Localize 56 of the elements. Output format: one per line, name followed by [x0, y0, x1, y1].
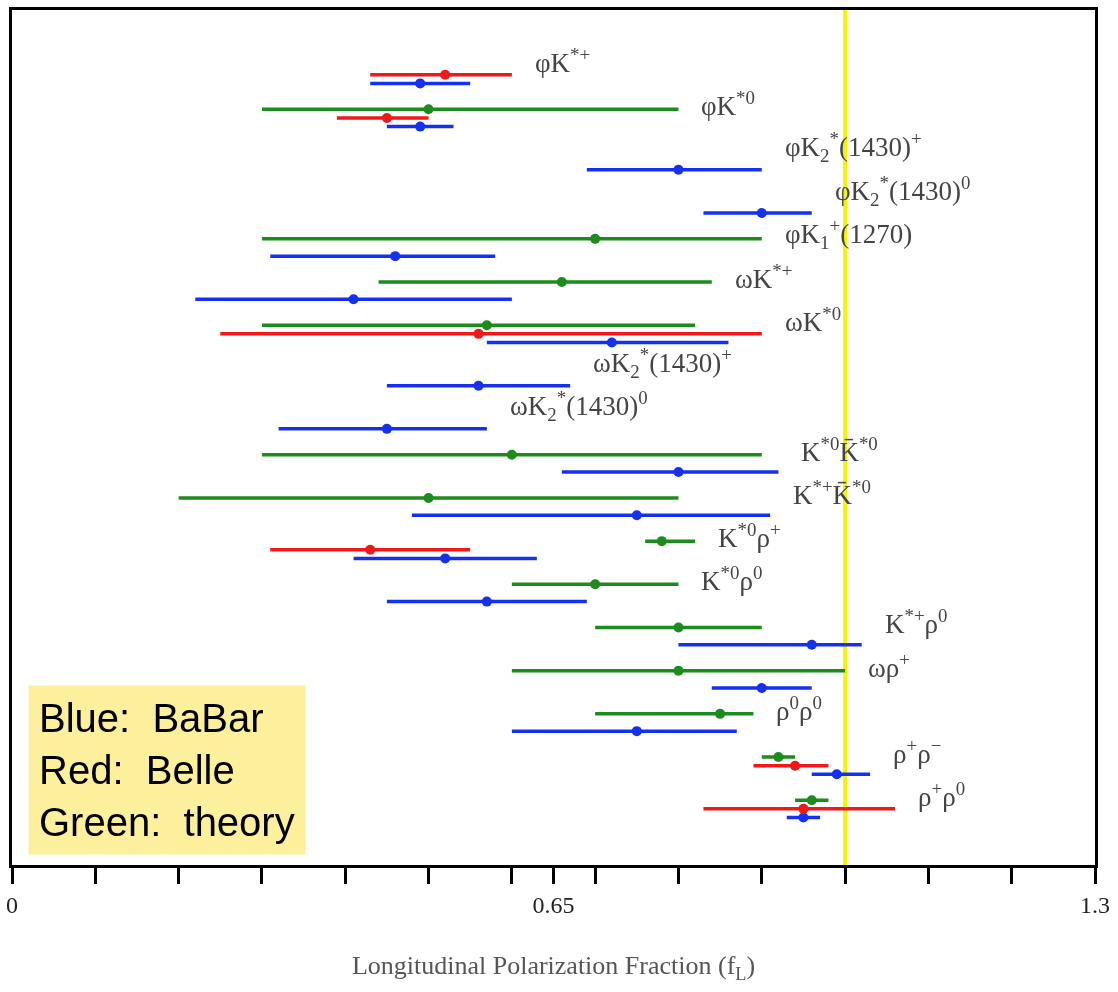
- point: [365, 544, 376, 555]
- point: [798, 803, 809, 814]
- point: [423, 104, 434, 115]
- point: [381, 423, 392, 434]
- annotation: ωK$^{*0}$: [785, 303, 842, 338]
- point: [806, 639, 817, 650]
- point: [348, 294, 359, 305]
- point: [773, 752, 784, 763]
- point: [556, 277, 567, 288]
- point: [590, 233, 601, 244]
- point: [673, 665, 684, 676]
- point: [673, 467, 684, 478]
- point: [590, 579, 601, 590]
- annotation: ωρ$^{+}$: [868, 649, 910, 684]
- annotation: Red: Belle: [39, 748, 235, 792]
- annotation: ωK$^{*+}$: [735, 260, 793, 295]
- point: [473, 380, 484, 391]
- annotation: ωK$_{2}$$^{*}$(1430)$^{+}$: [593, 344, 732, 383]
- point: [756, 207, 767, 218]
- annotation: K$^{*0}$ρ$^{0}$: [701, 562, 763, 597]
- point: [656, 536, 667, 547]
- annotation: ρ$^{+}$ρ$^{−}$: [893, 735, 942, 770]
- annotation: ρ$^{0}$ρ$^{0}$: [776, 692, 822, 727]
- annotation: Green: theory: [39, 800, 295, 844]
- point: [631, 726, 642, 737]
- point: [673, 622, 684, 633]
- point: [606, 337, 617, 348]
- annotation: φK$^{*0}$: [701, 87, 755, 122]
- point: [473, 328, 484, 339]
- annotation: K$^{*+}$ρ$^{0}$: [885, 605, 948, 640]
- point: [390, 251, 401, 262]
- point: [806, 795, 817, 806]
- point: [415, 121, 426, 132]
- point: [715, 708, 726, 719]
- point: [631, 510, 642, 521]
- point: [423, 492, 434, 503]
- point: [790, 760, 801, 771]
- x-tick-label: 0.65: [532, 891, 575, 918]
- annotation: ωK$_{2}$$^{*}$(1430)$^{0}$: [510, 387, 648, 426]
- point: [673, 164, 684, 175]
- annotation: ρ$^{+}$ρ$^{0}$: [918, 778, 966, 813]
- annotation: Blue: BaBar: [39, 696, 264, 740]
- x-tick-label: 0: [6, 891, 18, 918]
- annotation: φK$^{*+}$: [535, 44, 591, 79]
- point: [506, 449, 517, 460]
- point: [756, 682, 767, 693]
- point: [440, 69, 451, 80]
- point: [831, 769, 842, 780]
- x-tick-label: 1.3: [1080, 891, 1110, 918]
- point: [481, 596, 492, 607]
- annotation: K$^{*0}$ρ$^{+}$: [718, 519, 781, 554]
- point: [481, 320, 492, 331]
- point: [415, 78, 426, 89]
- point: [440, 553, 451, 564]
- point: [381, 112, 392, 123]
- x-axis-title: Longitudinal Polarization Fraction (f$_{L}$): [351, 951, 756, 984]
